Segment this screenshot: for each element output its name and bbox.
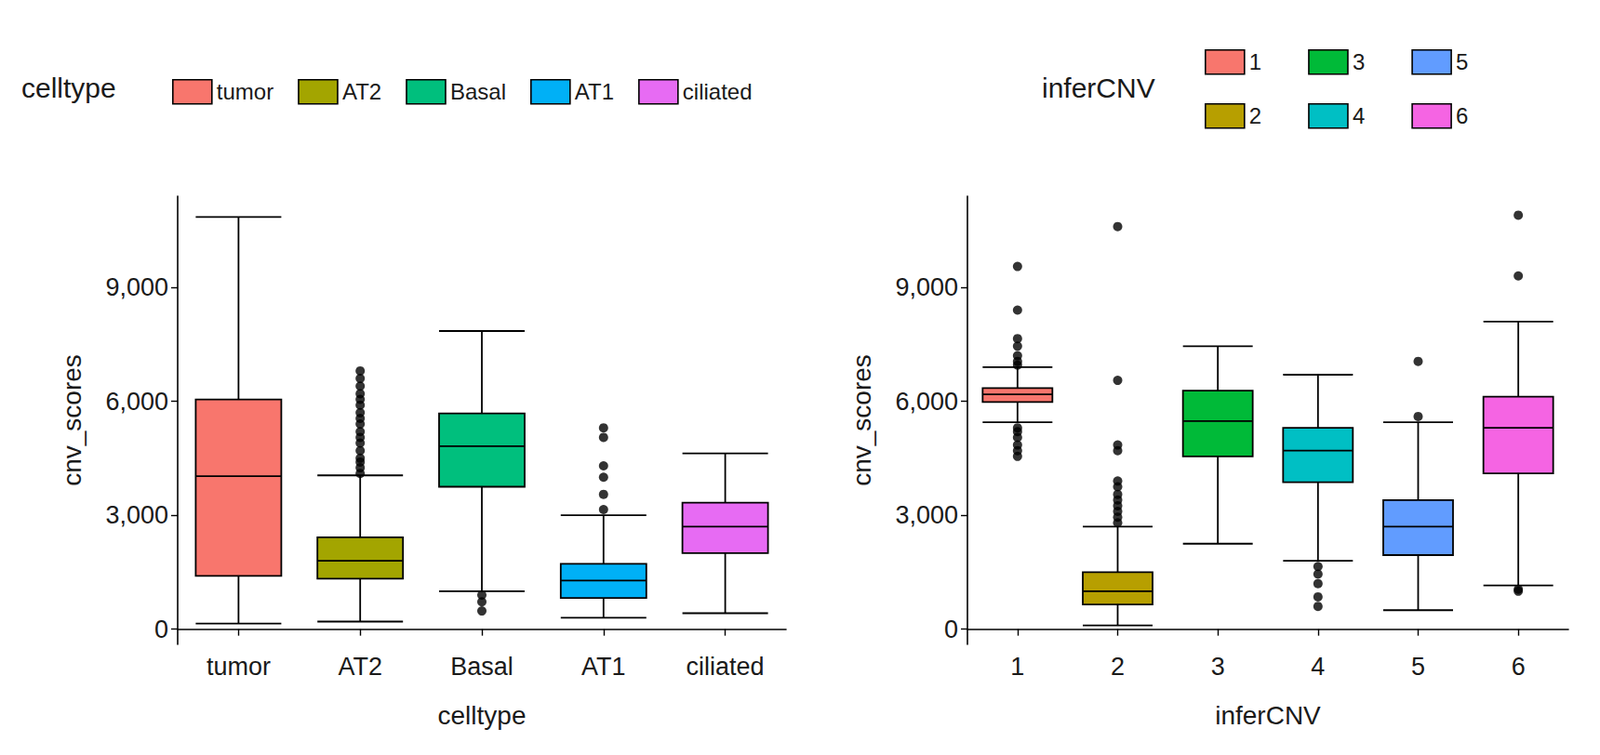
svg-text:3: 3 bbox=[1211, 653, 1226, 681]
svg-text:celltype: celltype bbox=[21, 72, 117, 104]
svg-text:3,000: 3,000 bbox=[894, 501, 959, 530]
svg-text:tumor: tumor bbox=[206, 653, 271, 681]
svg-text:0: 0 bbox=[154, 615, 169, 644]
svg-text:6,000: 6,000 bbox=[894, 387, 959, 416]
svg-text:1: 1 bbox=[1249, 49, 1262, 75]
svg-text:AT1: AT1 bbox=[581, 653, 627, 681]
svg-text:AT1: AT1 bbox=[574, 79, 614, 105]
svg-text:5: 5 bbox=[1455, 49, 1468, 75]
svg-text:cnv_scores: cnv_scores bbox=[847, 354, 877, 487]
svg-text:4: 4 bbox=[1310, 653, 1325, 681]
svg-text:9,000: 9,000 bbox=[894, 273, 959, 302]
svg-text:3: 3 bbox=[1352, 49, 1365, 75]
svg-text:0: 0 bbox=[944, 615, 959, 644]
svg-text:1: 1 bbox=[1010, 653, 1025, 681]
svg-text:5: 5 bbox=[1411, 653, 1426, 681]
svg-text:inferCNV: inferCNV bbox=[1214, 701, 1321, 731]
svg-text:2: 2 bbox=[1110, 653, 1125, 681]
svg-text:9,000: 9,000 bbox=[105, 273, 169, 302]
svg-text:cnv_scores: cnv_scores bbox=[57, 354, 87, 487]
svg-text:Basal: Basal bbox=[450, 79, 507, 105]
svg-text:AT2: AT2 bbox=[342, 79, 382, 105]
svg-text:AT2: AT2 bbox=[337, 653, 383, 681]
svg-text:inferCNV: inferCNV bbox=[1041, 72, 1156, 104]
svg-text:6: 6 bbox=[1455, 103, 1468, 129]
svg-text:6: 6 bbox=[1511, 653, 1526, 681]
svg-text:3,000: 3,000 bbox=[105, 501, 169, 530]
svg-text:6,000: 6,000 bbox=[105, 387, 169, 416]
svg-text:celltype: celltype bbox=[438, 701, 527, 731]
svg-text:ciliated: ciliated bbox=[686, 653, 765, 681]
svg-text:Basal: Basal bbox=[450, 653, 514, 681]
svg-text:4: 4 bbox=[1352, 103, 1365, 129]
svg-text:tumor: tumor bbox=[216, 79, 274, 105]
svg-text:ciliated: ciliated bbox=[682, 79, 753, 105]
svg-text:2: 2 bbox=[1249, 103, 1262, 129]
